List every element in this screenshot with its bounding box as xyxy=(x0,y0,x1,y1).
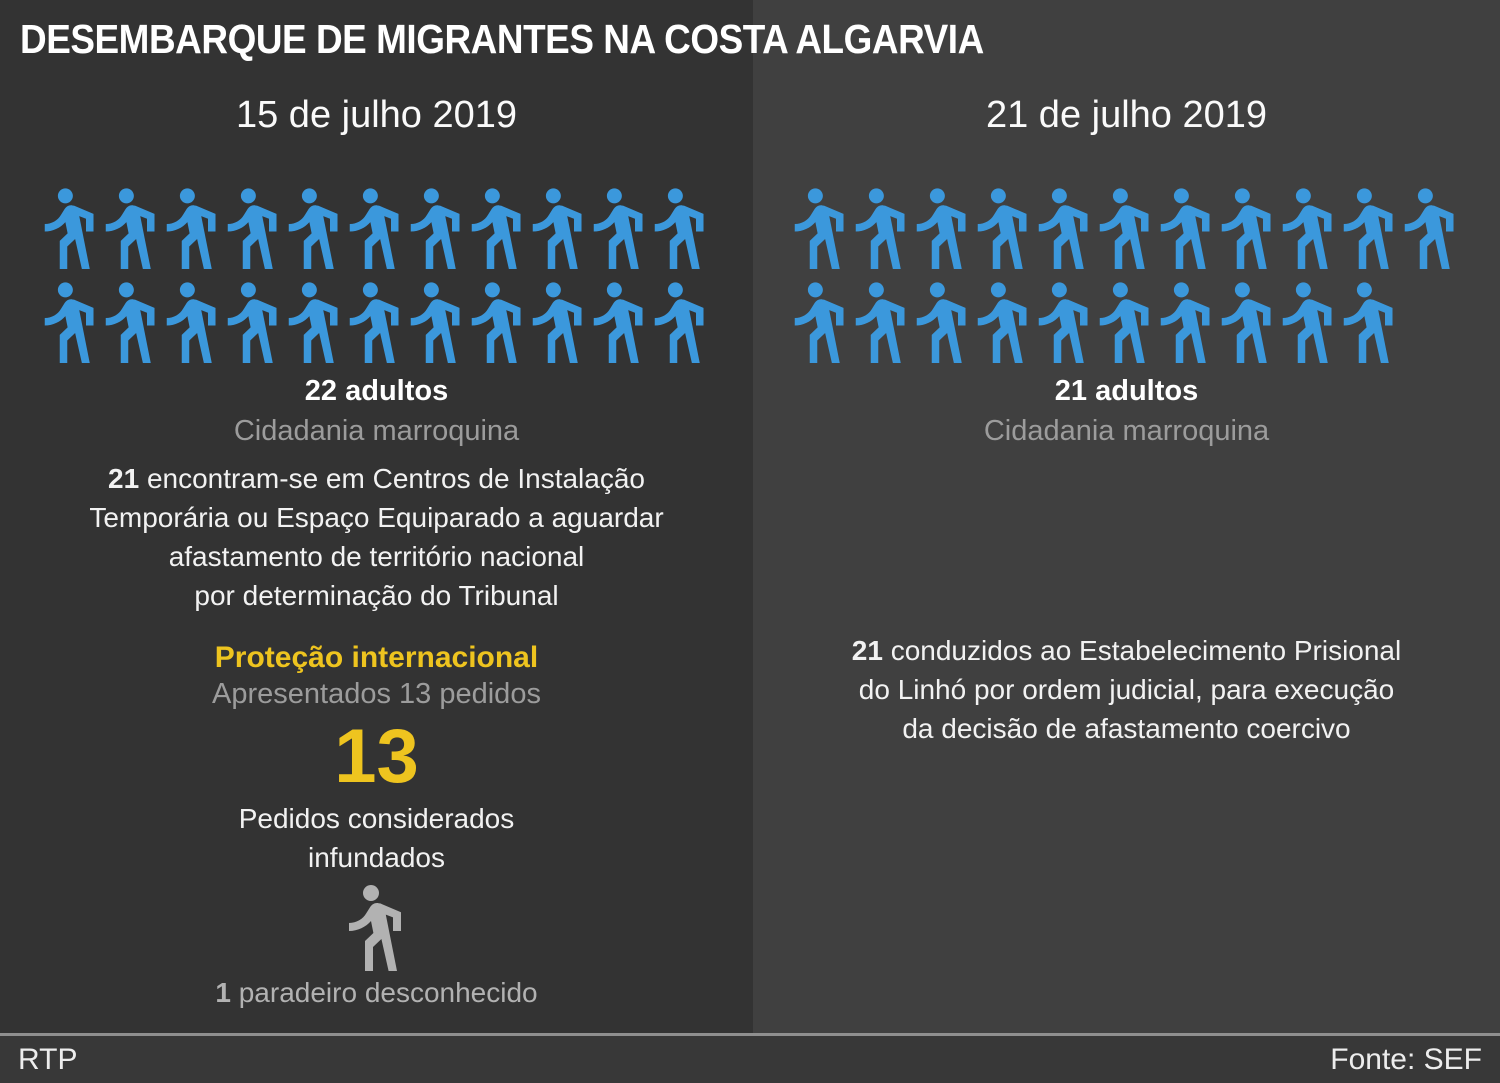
walking-person-icon xyxy=(105,282,154,363)
pictogram-row xyxy=(41,277,713,363)
prison-paragraph-right: 21 conduzidos ao Estabelecimento Prision… xyxy=(753,631,1500,748)
paragraph-line: do Linhó por ordem judicial, para execuç… xyxy=(753,670,1500,709)
pictogram-row xyxy=(41,183,713,269)
walking-person-icon xyxy=(1282,188,1331,269)
walking-person-icon xyxy=(654,188,703,269)
big-number-caption: Pedidos considerados infundados xyxy=(0,799,753,877)
walking-person-icon xyxy=(471,282,520,363)
pictogram-grid-left xyxy=(41,183,713,363)
walking-person-icon xyxy=(410,188,459,269)
walking-person-icon xyxy=(593,188,642,269)
pictogram-row xyxy=(791,183,1463,269)
paragraph-text: do Linhó por ordem judicial, para execuç… xyxy=(858,674,1395,705)
footer-bar: RTP Fonte: SEF xyxy=(0,1033,1500,1083)
walking-person-icon xyxy=(593,282,642,363)
walking-person-icon xyxy=(532,282,581,363)
paragraph-line: 21 encontram-se em Centros de Instalação xyxy=(0,459,753,498)
nationality-left: Cidadania marroquina xyxy=(233,415,520,447)
walking-person-icon xyxy=(1343,188,1392,269)
walking-person-icon xyxy=(44,282,93,363)
adults-count-right: 21 adultos xyxy=(1054,375,1199,407)
walking-person-icon xyxy=(794,282,843,363)
walking-person-icon xyxy=(1160,282,1209,363)
paragraph-text: conduzidos ao Estabelecimento Prisional xyxy=(882,635,1402,666)
paragraph-text: Temporária ou Espaço Equiparado a aguard… xyxy=(89,502,664,533)
adults-count-left: 22 adultos xyxy=(304,375,449,407)
walking-person-icon xyxy=(349,188,398,269)
paragraph-line: da decisão de afastamento coercivo xyxy=(753,709,1500,748)
paragraph-line: por determinação do Tribunal xyxy=(0,576,753,615)
walking-person-icon xyxy=(1038,282,1087,363)
walking-person-icon xyxy=(532,188,581,269)
date-heading-right: 21 de julho 2019 xyxy=(985,94,1268,136)
walking-person-icon xyxy=(166,282,215,363)
source-label: Fonte: SEF xyxy=(1330,1042,1482,1076)
detention-paragraph-left: 21 encontram-se em Centros de Instalação… xyxy=(0,459,753,615)
walking-person-icon xyxy=(227,188,276,269)
walking-person-icon xyxy=(916,188,965,269)
paragraph-text: afastamento de território nacional xyxy=(168,541,585,572)
walking-person-icon xyxy=(44,188,93,269)
unknown-whereabouts-line: 1 paradeiro desconhecido xyxy=(0,975,753,1011)
date-heading-left: 15 de julho 2019 xyxy=(235,94,518,136)
protection-title: Proteção internacional xyxy=(214,641,539,674)
walking-person-icon xyxy=(654,282,703,363)
nationality-right: Cidadania marroquina xyxy=(983,415,1270,447)
walking-person-icon xyxy=(348,885,401,971)
big-number-13: 13 xyxy=(334,714,419,799)
paragraph-text: por determinação do Tribunal xyxy=(194,580,559,611)
paragraph-number: 21 xyxy=(108,463,140,494)
paragraph-number: 21 xyxy=(851,635,883,666)
paragraph-line: afastamento de território nacional xyxy=(0,537,753,576)
walking-person-icon xyxy=(794,188,843,269)
walking-person-icon xyxy=(1343,282,1392,363)
walking-person-icon xyxy=(349,282,398,363)
walking-person-icon xyxy=(227,282,276,363)
paragraph-line: 21 conduzidos ao Estabelecimento Prision… xyxy=(753,631,1500,670)
walking-person-icon xyxy=(288,188,337,269)
paragraph-text: encontram-se em Centros de Instalação xyxy=(139,463,645,494)
walking-person-icon xyxy=(1160,188,1209,269)
walking-person-icon xyxy=(977,188,1026,269)
panel-21-julho: 21 de julho 2019 xyxy=(753,0,1500,1033)
walking-person-icon xyxy=(1404,188,1453,269)
walking-person-icon xyxy=(977,282,1026,363)
walking-person-icon xyxy=(855,188,904,269)
walking-person-icon xyxy=(410,282,459,363)
panel-15-julho: 15 de julho 2019 xyxy=(0,0,753,1033)
walking-person-icon xyxy=(166,188,215,269)
unknown-text: paradeiro desconhecido xyxy=(230,977,538,1008)
page-title: DESEMBARQUE DE MIGRANTES NA COSTA ALGARV… xyxy=(20,16,984,62)
walking-person-icon xyxy=(1099,188,1148,269)
publisher-label: RTP xyxy=(18,1042,78,1076)
walking-person-icon xyxy=(288,282,337,363)
walking-person-icon xyxy=(1221,188,1270,269)
walking-person-icon xyxy=(1221,282,1270,363)
walking-person-icon xyxy=(1282,282,1331,363)
pictogram-row xyxy=(791,277,1463,363)
paragraph-line: Temporária ou Espaço Equiparado a aguard… xyxy=(0,498,753,537)
walking-person-icon xyxy=(916,282,965,363)
caption-line: Pedidos considerados xyxy=(238,803,515,834)
walking-person-icon xyxy=(105,188,154,269)
walking-person-icon xyxy=(1038,188,1087,269)
unknown-number: 1 xyxy=(215,977,231,1008)
walking-person-icon xyxy=(471,188,520,269)
protection-subtitle: Apresentados 13 pedidos xyxy=(212,678,541,710)
walking-person-icon xyxy=(855,282,904,363)
paragraph-text: da decisão de afastamento coercivo xyxy=(902,713,1351,744)
walking-person-icon xyxy=(1099,282,1148,363)
pictogram-grid-right xyxy=(791,183,1463,363)
unknown-person-pictogram xyxy=(0,883,753,971)
caption-line: infundados xyxy=(307,842,445,873)
